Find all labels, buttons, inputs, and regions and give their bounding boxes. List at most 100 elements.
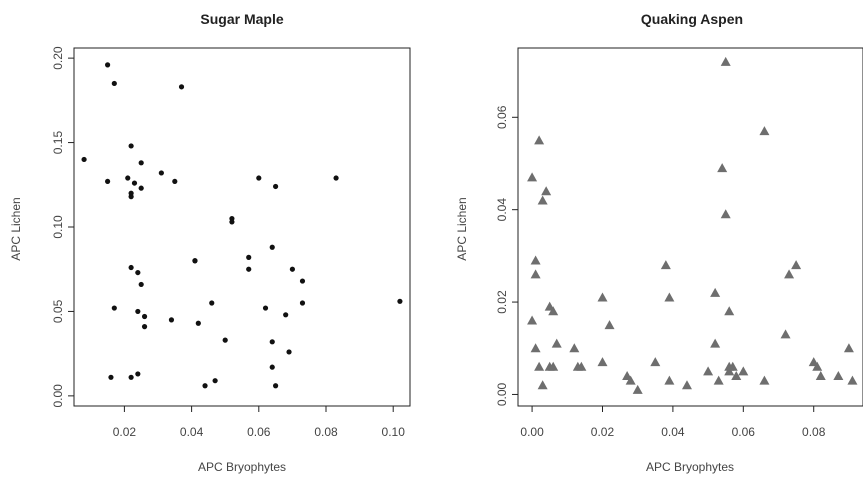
sugar-maple-data-point (397, 298, 403, 304)
sugar-maple-data-point (105, 178, 111, 185)
quaking-aspen-points (527, 56, 858, 394)
sugar-maple-data-point (333, 175, 339, 181)
sugar-maple-data-point (135, 269, 141, 276)
sugar-maple-data-point (222, 337, 228, 343)
quaking-aspen-data-point (720, 56, 731, 66)
sugar-maple-data-point (289, 266, 295, 272)
quaking-aspen-data-point (784, 269, 795, 279)
quaking-aspen-data-point (815, 370, 826, 380)
quaking-aspen-y-tick-label: 0.02 (495, 290, 509, 314)
sugar-maple-data-point (195, 320, 201, 326)
quaking-aspen-data-point (544, 301, 555, 311)
quaking-aspen-data-point (710, 338, 721, 348)
sugar-maple-data-point (269, 339, 275, 345)
sugar-maple-data-point (128, 190, 134, 196)
quaking-aspen-data-point (632, 384, 643, 394)
sugar-maple-x-tick-label: 0.04 (180, 425, 204, 439)
quaking-aspen-data-point (791, 260, 802, 270)
quaking-aspen-data-point (717, 163, 728, 173)
sugar-maple-data-point (138, 281, 144, 288)
quaking-aspen-data-point (650, 357, 661, 367)
quaking-aspen-data-point (660, 260, 671, 270)
quaking-aspen-data-point (530, 255, 541, 265)
quaking-aspen-data-point (664, 292, 675, 302)
quaking-aspen-data-point (534, 361, 545, 371)
quaking-aspen-data-point (530, 343, 541, 353)
quaking-aspen-data-point (527, 172, 538, 182)
quaking-aspen-data-point (847, 375, 858, 385)
quaking-aspen-data-point (604, 320, 615, 330)
sugar-maple-data-point (269, 364, 275, 370)
quaking-aspen-data-point (569, 343, 580, 353)
quaking-aspen-y-tick-label: 0.00 (495, 382, 509, 406)
sugar-maple-data-point (202, 383, 208, 389)
quaking-aspen-data-point (681, 380, 692, 390)
sugar-maple-data-point (141, 324, 148, 330)
sugar-maple-data-point (246, 266, 252, 272)
sugar-maple-data-point (256, 175, 262, 181)
sugar-maple-data-point (192, 258, 198, 264)
sugar-maple-data-point (138, 160, 144, 166)
sugar-maple-data-point (286, 349, 292, 355)
sugar-maple-data-point (212, 378, 218, 384)
quaking-aspen-data-point (548, 361, 559, 371)
sugar-maple-y-tick-label: 0.10 (51, 215, 65, 239)
sugar-maple-data-point (299, 300, 306, 306)
quaking-aspen-data-point (703, 366, 714, 376)
sugar-maple-y-tick-label: 0.20 (51, 46, 65, 70)
quaking-aspen-x-axis-label: APC Bryophytes (646, 460, 734, 474)
quaking-aspen-data-point (625, 375, 636, 385)
sugar-maple-data-point (158, 170, 164, 176)
sugar-maple-data-point (273, 383, 279, 389)
quaking-aspen-title: Quaking Aspen (641, 11, 743, 27)
sugar-maple-data-point (273, 183, 279, 190)
sugar-maple-data-point (125, 175, 131, 181)
sugar-maple-data-point (283, 312, 289, 318)
sugar-maple-data-point (128, 143, 134, 149)
sugar-maple-x-axis: 0.02 0.04 0.06 0.08 0.10 (113, 406, 405, 439)
sugar-maple-y-tick-label: 0.05 (51, 299, 65, 323)
sugar-maple-data-point (105, 62, 111, 68)
quaking-aspen-data-point (759, 375, 770, 385)
quaking-aspen-data-point (534, 135, 545, 145)
sugar-maple-y-tick-label: 0.00 (51, 384, 65, 408)
quaking-aspen-data-point (724, 306, 735, 316)
quaking-aspen-y-axis: 0.00 0.02 0.04 0.06 (495, 105, 518, 406)
sugar-maple-data-point (299, 278, 306, 284)
quaking-aspen-data-point (551, 338, 562, 348)
quaking-aspen-data-point (537, 195, 548, 205)
quaking-aspen-data-point (738, 366, 749, 376)
quaking-aspen-x-tick-label: 0.00 (520, 425, 544, 439)
sugar-maple-x-tick-label: 0.06 (247, 425, 271, 439)
sugar-maple-data-point (131, 180, 138, 186)
sugar-maple-title: Sugar Maple (200, 11, 283, 27)
quaking-aspen-data-point (548, 306, 559, 316)
sugar-maple-data-point (128, 374, 134, 380)
sugar-maple-data-point (135, 308, 141, 315)
sugar-maple-data-point (108, 374, 114, 380)
quaking-aspen-data-point (530, 269, 541, 279)
quaking-aspen-x-tick-label: 0.04 (661, 425, 685, 439)
sugar-maple-data-point (168, 317, 175, 323)
sugar-maple-panel: Sugar Maple 0.02 0.04 0.06 0.08 0.10 0.000.0… (9, 11, 411, 474)
sugar-maple-data-point (138, 185, 144, 191)
sugar-maple-y-tick-label: 0.15 (51, 131, 65, 155)
sugar-maple-y-axis: 0.00 0.05 0.10 0.15 0.20 (51, 46, 74, 408)
quaking-aspen-x-tick-label: 0.08 (802, 425, 826, 439)
sugar-maple-data-point (141, 313, 148, 320)
quaking-aspen-data-point (720, 209, 731, 219)
quaking-aspen-y-tick-label: 0.04 (495, 198, 509, 222)
sugar-maple-plot-frame (73, 47, 411, 407)
sugar-maple-data-point (111, 305, 117, 311)
sugar-maple-data-point (111, 80, 117, 87)
quaking-aspen-data-point (597, 292, 608, 302)
sugar-maple-data-point (135, 371, 141, 377)
quaking-aspen-y-axis-label: APC Lichen (455, 197, 469, 260)
quaking-aspen-x-axis: 0.00 0.02 0.04 0.06 0.08 (520, 406, 826, 439)
sugar-maple-points (81, 62, 403, 389)
quaking-aspen-data-point (597, 357, 608, 367)
quaking-aspen-data-point (541, 186, 552, 196)
sugar-maple-data-point (178, 84, 185, 90)
sugar-maple-data-point (81, 156, 87, 163)
